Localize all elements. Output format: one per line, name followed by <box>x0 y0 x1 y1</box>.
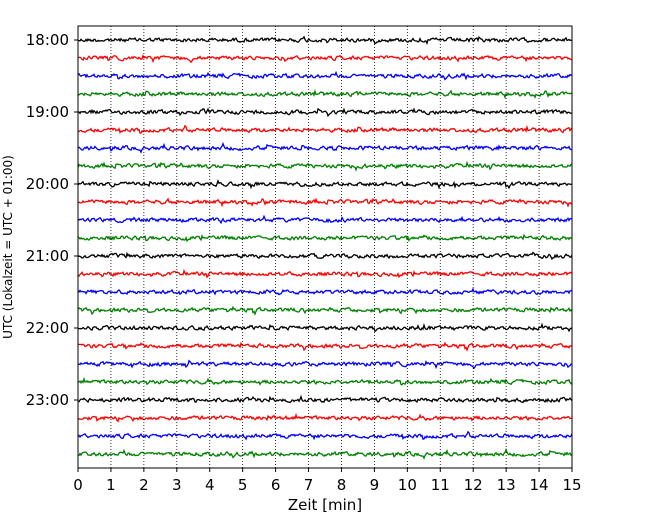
seismogram-trace <box>77 412 573 423</box>
seismogram-trace <box>77 359 573 370</box>
seismogram-trace <box>77 88 573 100</box>
seismogram-trace <box>77 376 573 386</box>
y-axis-ticks: 18:00 19:00 20:00 21:00 22:00 23:00 <box>26 31 78 409</box>
x-tick-label: 12 <box>464 476 483 494</box>
seismogram-trace <box>77 141 573 154</box>
seismogram-trace <box>77 214 573 225</box>
x-tick-label: 10 <box>398 476 417 494</box>
x-tick-label: 2 <box>139 476 149 494</box>
y-tick-label: 20:00 <box>26 175 69 193</box>
x-tick-label: 0 <box>73 476 83 494</box>
x-tick-label: 1 <box>106 476 116 494</box>
seismogram-trace <box>77 35 573 46</box>
seismogram-trace <box>77 70 573 81</box>
x-tick-label: 15 <box>562 476 581 494</box>
y-tick-label: 18:00 <box>26 31 69 49</box>
seismogram-trace <box>77 287 573 296</box>
seismogram-trace <box>77 305 573 316</box>
y-tick-label: 23:00 <box>26 391 69 409</box>
x-tick-label: 13 <box>497 476 516 494</box>
seismogram-trace <box>77 124 573 135</box>
plot-frame <box>77 25 573 469</box>
x-axis-label: Zeit [min] <box>288 496 362 514</box>
seismogram-trace <box>77 160 573 172</box>
x-axis-ticks: 0 1 2 3 4 5 6 7 8 9 10 11 12 13 14 15 <box>73 468 582 494</box>
x-tick-label: 14 <box>530 476 549 494</box>
y-tick-label: 21:00 <box>26 247 69 265</box>
y-axis-label: UTC (Lokalzeit = UTC + 01:00) <box>1 155 15 339</box>
seismogram-trace <box>77 447 573 460</box>
seismogram-trace <box>77 197 573 208</box>
x-tick-label: 6 <box>271 476 281 494</box>
y-tick-label: 22:00 <box>26 319 69 337</box>
x-tick-label: 11 <box>431 476 450 494</box>
seismogram-trace <box>77 394 573 404</box>
seismogram-trace <box>77 341 573 352</box>
seismogram-trace <box>77 107 573 118</box>
x-tick-label: 3 <box>172 476 182 494</box>
seismogram-trace <box>77 322 573 333</box>
seismogram-trace <box>77 430 573 441</box>
seismogram-trace <box>77 233 573 243</box>
seismogram-trace <box>77 268 573 279</box>
seismogram-trace <box>77 53 573 64</box>
y-tick-label: 19:00 <box>26 103 69 121</box>
trace-group <box>77 35 573 460</box>
x-tick-label: 5 <box>238 476 248 494</box>
x-tick-label: 7 <box>304 476 314 494</box>
x-tick-label: 4 <box>205 476 215 494</box>
x-tick-label: 8 <box>337 476 347 494</box>
seismogram-trace <box>77 251 573 261</box>
seismogram-trace <box>77 179 573 190</box>
x-tick-label: 9 <box>370 476 380 494</box>
